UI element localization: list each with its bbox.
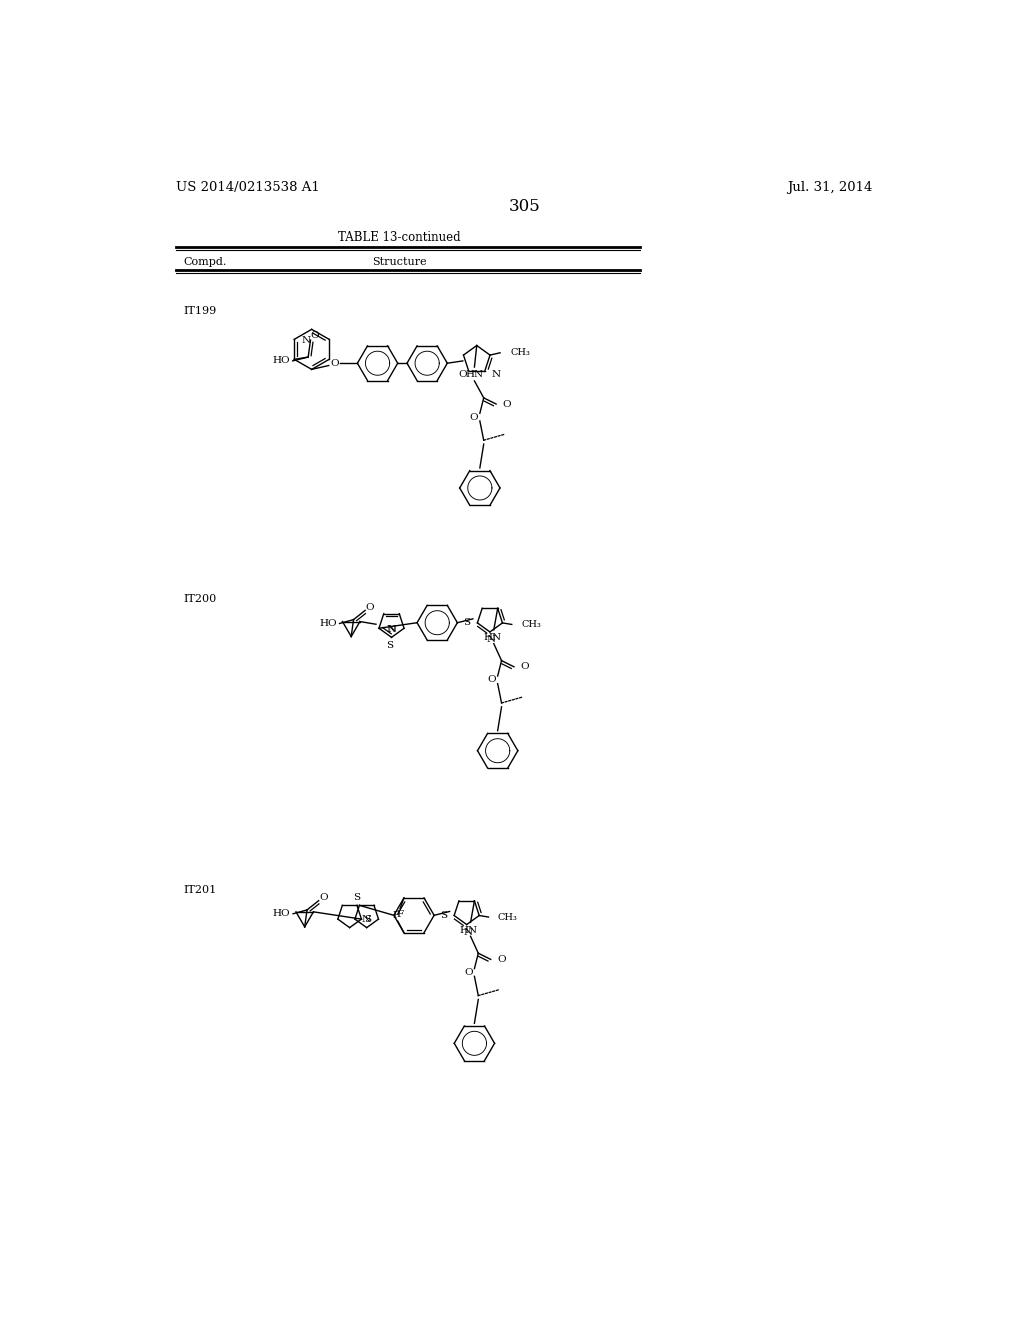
Text: IT201: IT201 [183, 884, 217, 895]
Text: CH₃: CH₃ [510, 348, 530, 358]
Text: HO: HO [272, 356, 290, 366]
Text: O: O [331, 359, 339, 368]
Text: O: O [503, 400, 511, 408]
Text: IT200: IT200 [183, 594, 217, 603]
Text: O: O [319, 894, 328, 902]
Text: HO: HO [319, 619, 337, 628]
Text: Compd.: Compd. [183, 256, 227, 267]
Text: N: N [387, 626, 396, 635]
Text: N: N [492, 370, 501, 379]
Text: O: O [497, 954, 506, 964]
Text: F: F [392, 911, 399, 920]
Text: S: S [440, 911, 447, 920]
Text: S: S [365, 915, 372, 924]
Text: CH₃: CH₃ [521, 620, 541, 628]
Text: HN: HN [465, 371, 483, 379]
Text: HN: HN [483, 634, 502, 642]
Text: S: S [353, 894, 360, 902]
Text: O: O [311, 331, 319, 341]
Text: 305: 305 [509, 198, 541, 215]
Text: S: S [463, 618, 470, 627]
Text: O: O [458, 370, 467, 379]
Text: N: N [301, 337, 310, 346]
Text: N: N [464, 928, 473, 937]
Text: O: O [487, 676, 496, 684]
Text: IT199: IT199 [183, 306, 217, 315]
Text: CH₃: CH₃ [498, 912, 518, 921]
Text: Structure: Structure [372, 256, 427, 267]
Text: F: F [396, 911, 403, 920]
Text: N: N [387, 626, 396, 635]
Text: N: N [361, 915, 371, 924]
Text: Jul. 31, 2014: Jul. 31, 2014 [786, 181, 872, 194]
Text: O: O [469, 413, 478, 421]
Text: O: O [366, 603, 374, 611]
Text: HO: HO [272, 909, 290, 919]
Text: HN: HN [460, 925, 478, 935]
Text: S: S [386, 640, 393, 649]
Text: TABLE 13-continued: TABLE 13-continued [338, 231, 461, 244]
Text: O: O [520, 663, 528, 672]
Text: N: N [487, 635, 496, 644]
Text: US 2014/0213538 A1: US 2014/0213538 A1 [176, 181, 319, 194]
Text: O: O [464, 968, 472, 977]
